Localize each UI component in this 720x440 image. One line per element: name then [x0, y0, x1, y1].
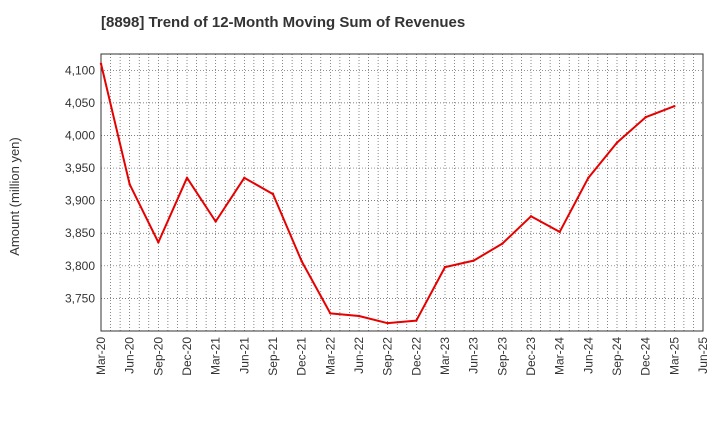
plot-area-frame: [100, 53, 704, 332]
x-tick-label: Mar-20: [94, 337, 108, 375]
x-tick-label: Dec-23: [524, 337, 538, 376]
x-tick-label: Dec-24: [639, 337, 653, 376]
x-tick-label: Sep-20: [151, 337, 165, 376]
data-point: [472, 259, 475, 262]
data-point: [644, 116, 647, 119]
x-tick-label: Mar-22: [323, 337, 337, 375]
chart-title: [8898] Trend of 12-Month Moving Sum of R…: [101, 14, 466, 31]
grid-lines: [101, 54, 703, 331]
x-tick-label: Dec-22: [409, 337, 423, 376]
x-tick-label: Dec-20: [180, 337, 194, 376]
data-point: [587, 176, 590, 180]
y-tick-label: 4,050: [65, 96, 95, 110]
data-point: [357, 314, 361, 318]
x-tick-label: Sep-24: [610, 337, 624, 376]
x-tick-label: Mar-24: [553, 337, 567, 375]
y-axis-ticks: 3,750 3,800 3,850 3,900 3,950 4,000 4,050 4,100: [65, 63, 95, 305]
data-point: [673, 104, 676, 108]
data-point: [443, 265, 447, 269]
x-tick-label: Jun-23: [467, 337, 481, 374]
data-point: [415, 319, 418, 322]
data-point: [157, 241, 160, 244]
x-tick-label: Sep-22: [381, 337, 395, 376]
x-tick-label: Jun-21: [237, 337, 251, 374]
x-tick-label: Jun-25: [696, 337, 710, 374]
x-tick-label: Sep-23: [495, 337, 509, 376]
data-point: [329, 312, 332, 315]
y-tick-label: 4,100: [65, 63, 95, 77]
data-point: [185, 176, 189, 180]
x-tick-label: Mar-25: [667, 337, 681, 375]
y-tick-label: 3,900: [65, 194, 95, 208]
data-point: [558, 230, 561, 234]
data-point: [529, 215, 533, 218]
data-point: [128, 183, 131, 186]
x-tick-label: Dec-21: [295, 337, 309, 376]
x-tick-label: Sep-21: [266, 337, 280, 376]
x-tick-label: Jun-24: [581, 337, 595, 374]
data-point: [386, 321, 389, 325]
data-point: [501, 242, 504, 245]
y-tick-label: 4,000: [65, 128, 95, 142]
y-tick-label: 3,750: [65, 291, 95, 305]
x-tick-label: Mar-21: [209, 337, 223, 375]
data-point: [243, 176, 246, 180]
data-point: [271, 192, 275, 196]
data-point: [214, 220, 217, 223]
data-point: [615, 141, 619, 144]
series-points: [99, 62, 676, 325]
y-tick-label: 3,850: [65, 226, 95, 240]
x-tick-label: Jun-22: [352, 337, 366, 374]
y-axis-label: Amount (million yen): [7, 137, 22, 256]
y-tick-label: 3,950: [65, 161, 95, 175]
data-point: [99, 62, 103, 65]
x-tick-label: Mar-23: [438, 337, 452, 375]
x-tick-label: Jun-20: [123, 337, 137, 374]
x-axis-ticks: Mar-20 Jun-20 Sep-20 Dec-20 Mar-21 Jun-21 Sep-…: [94, 337, 710, 376]
y-tick-label: 3,800: [65, 259, 95, 273]
data-point: [300, 260, 303, 263]
